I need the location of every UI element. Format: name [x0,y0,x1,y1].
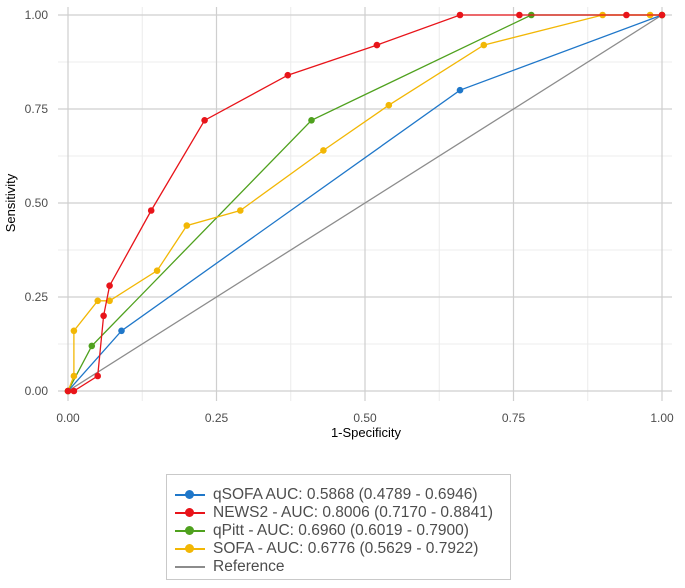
x-tick-label-1: 0.25 [205,411,229,425]
data-point-news2-11 [623,11,630,19]
data-point-sofa-10 [480,41,488,49]
y-axis-title: Sensitivity [3,173,18,232]
legend-item-qsofa: qSOFA AUC: 0.5868 (0.4789 - 0.6946) [173,486,478,504]
legend-label-reference: Reference [213,558,285,575]
data-point-sofa-9 [385,101,393,109]
legend-item-sofa: SOFA - AUC: 0.6776 (0.5629 - 0.7922) [173,540,478,558]
data-point-sofa-1 [70,372,78,380]
data-point-qpitt-1 [88,342,96,350]
series-line-qsofa [67,14,663,392]
data-point-news2-12 [658,11,666,19]
data-point-news2-9 [456,11,464,19]
series-layer [64,11,666,395]
series-line-sofa [67,14,662,392]
data-point-qpitt-2 [308,117,315,124]
data-point-sofa-2 [70,327,78,335]
y-tick-labels: 0.00 0.25 0.50 0.75 1.00 [25,8,49,398]
series-reference [67,14,663,392]
y-tick-label-4: 1.00 [25,8,49,22]
x-tick-labels: 0.00 0.25 0.50 0.75 1.00 [56,411,674,425]
data-point-news2-1 [70,387,78,395]
legend-label-news2: NEWS2 - AUC: 0.8006 (0.7170 - 0.8841) [213,504,494,521]
legend-label-qpitt: qPitt - AUC: 0.6960 (0.6019 - 0.7900) [213,522,469,539]
data-point-sofa-5 [153,267,161,275]
data-point-qsofa-1 [118,327,125,335]
data-point-news2-2 [94,372,101,380]
grid [58,7,672,401]
legend-key-qsofa [173,486,207,504]
series-news2 [64,11,666,395]
legend-label-sofa: SOFA - AUC: 0.6776 (0.5629 - 0.7922) [213,540,479,557]
data-point-news2-5 [147,207,155,214]
legend-key-news2 [173,504,207,522]
x-tick-label-0: 0.00 [56,411,80,425]
x-axis-title: 1-Specificity [331,425,402,440]
series-line-reference [67,14,663,392]
data-point-sofa-8 [320,147,327,154]
legend-key-sofa [173,540,207,558]
y-tick-label-3: 0.75 [25,102,49,116]
data-point-sofa-3 [94,297,101,305]
y-tick-label-0: 0.00 [25,384,49,398]
data-point-news2-8 [373,41,381,49]
data-point-sofa-7 [237,207,244,214]
legend-label-qsofa: qSOFA AUC: 0.5868 (0.4789 - 0.6946) [213,486,478,503]
legend-item-reference: Reference [173,558,285,576]
data-point-news2-4 [106,282,113,290]
data-point-sofa-4 [106,297,113,305]
x-tick-label-2: 0.50 [353,411,377,425]
data-point-news2-7 [284,71,292,79]
legend: qSOFA AUC: 0.5868 (0.4789 - 0.6946) NEWS… [166,474,511,580]
legend-item-qpitt: qPitt - AUC: 0.6960 (0.6019 - 0.7900) [173,522,469,540]
data-point-sofa-6 [183,222,191,229]
legend-key-qpitt [173,522,207,540]
y-tick-label-1: 0.25 [25,290,49,304]
data-point-news2-3 [100,312,107,320]
legend-key-reference [173,558,207,576]
data-point-news2-6 [201,117,208,124]
legend-item-news2: NEWS2 - AUC: 0.8006 (0.7170 - 0.8841) [173,504,493,522]
x-tick-label-4: 1.00 [650,411,674,425]
data-point-qsofa-2 [456,86,464,94]
data-point-news2-0 [64,387,72,395]
y-tick-label-2: 0.50 [25,196,49,210]
x-tick-label-3: 0.75 [502,411,526,425]
data-point-news2-10 [516,11,523,19]
